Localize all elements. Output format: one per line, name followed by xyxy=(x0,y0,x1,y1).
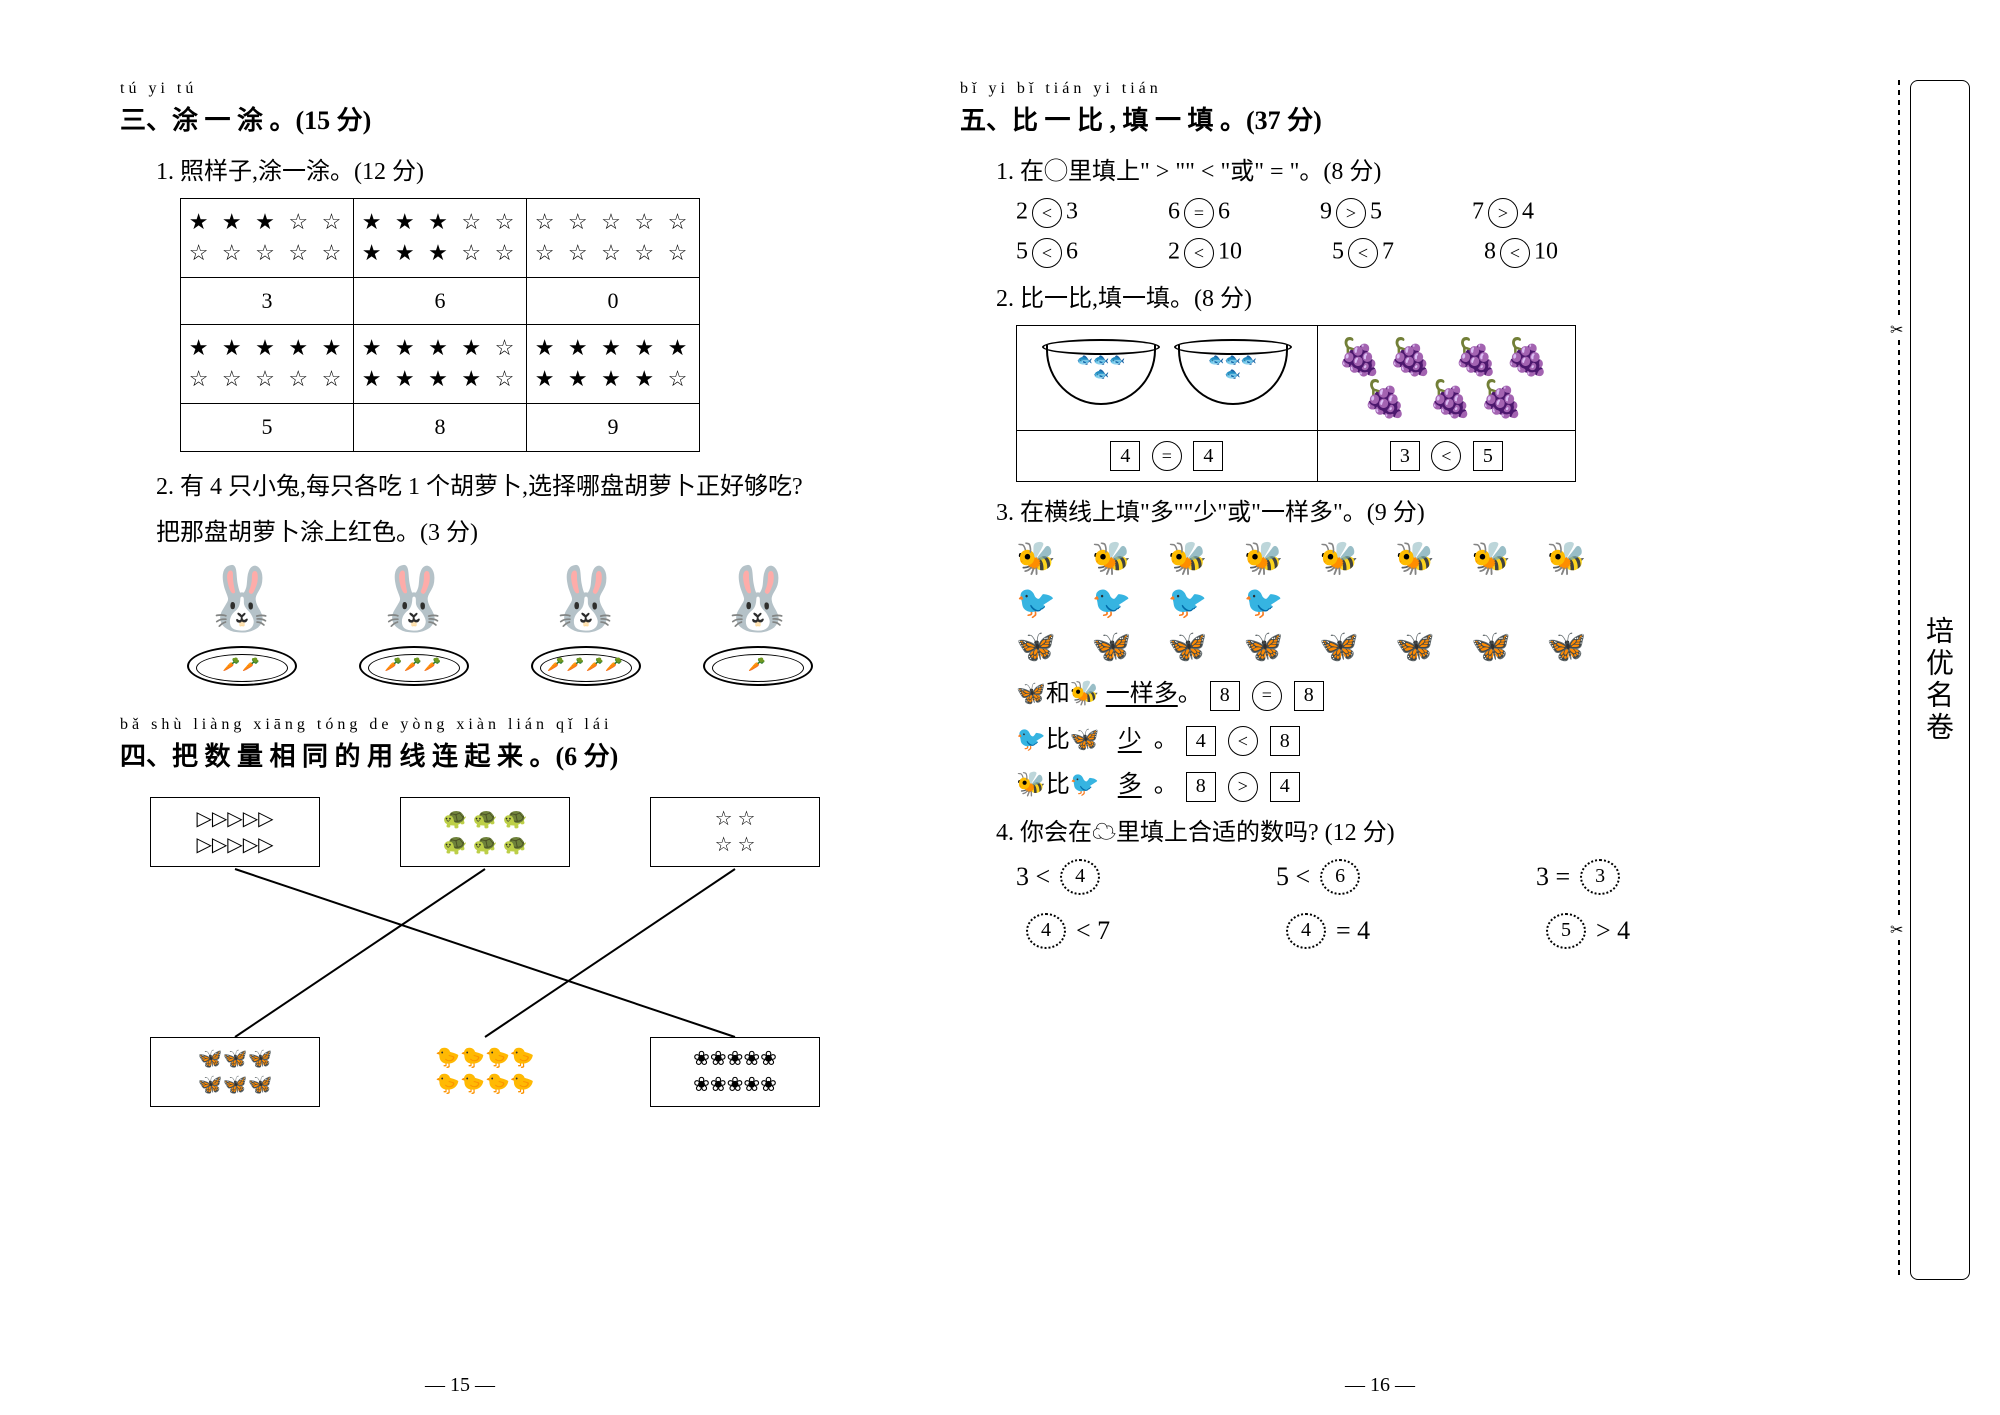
star-cell: ★ ★ ★ ☆ ☆★ ★ ★ ☆ ☆ xyxy=(354,199,527,278)
page-number: — 16 — xyxy=(1345,1374,1415,1397)
circle-answer: < xyxy=(1032,198,1062,228)
section3-title-text: 三、涂 一 涂 。(15 分) xyxy=(120,106,371,135)
q4-cell: 5 <6 xyxy=(1276,859,1476,895)
circle-answer: > xyxy=(1228,772,1258,802)
circle-answer: < xyxy=(1228,726,1258,756)
cloud-answer: 6 xyxy=(1320,859,1360,895)
birds-row: 🐦 🐦 🐦 🐦 xyxy=(1016,583,1780,621)
page-left: tú yi tú 三、涂 一 涂 。(15 分) 1. 照样子,涂一涂。(12 … xyxy=(0,0,920,1415)
q4-cell: 3 <4 xyxy=(1016,859,1216,895)
section5-pinyin: bǐ yi bǐ tián yi tián xyxy=(960,80,1780,98)
section5-title: bǐ yi bǐ tián yi tián 五、比 一 比 , 填 一 填 。(… xyxy=(960,80,1780,137)
plate-icon: 🥕🥕🥕 xyxy=(359,646,469,686)
q3-2-line1: 2. 有 4 只小兔,每只各吃 1 个胡萝卜,选择哪盘胡萝卜正好够吃? xyxy=(156,468,880,506)
circle-answer: < xyxy=(1184,238,1214,268)
cloud-answer: 4 xyxy=(1286,913,1326,949)
underline-answer: 多 xyxy=(1118,772,1142,798)
rabbit-icon: 🐰 xyxy=(547,563,624,636)
star-num: 9 xyxy=(527,403,700,451)
fishbowl-table: 🐟🐟🐟🐟 🐟🐟🐟🐟 🍇🍇 🍇🍇🍇 🍇🍇 4 = 4 3 < 5 xyxy=(1016,325,1576,482)
plate-icon: 🥕🥕 xyxy=(187,646,297,686)
cloud-answer: 4 xyxy=(1026,913,1066,949)
butterflies-row: 🦋 🦋 🦋 🦋 🦋 🦋 🦋 🦋 xyxy=(1016,627,1780,665)
q5-1-label: 1. 在◯里填上" > "" < "或" = "。(8 分) xyxy=(996,151,1780,186)
bees-row: 🐝 🐝 🐝 🐝 🐝 🐝 🐝 🐝 xyxy=(1016,539,1780,577)
match-area: ▷▷▷▷▷▷▷▷▷▷ 🐢 🐢 🐢🐢 🐢 🐢 ☆ ☆☆ ☆ 🦋🦋🦋🦋🦋🦋 🐤🐤🐤🐤… xyxy=(140,797,880,1137)
fill-line: 🦋和🐝 一样多。 8 = 8 xyxy=(1016,673,1780,711)
circle-answer: = xyxy=(1252,681,1282,711)
circle-answer: < xyxy=(1348,238,1378,268)
q4-cell: 4= 4 xyxy=(1276,913,1476,949)
plate-icon: 🥕 xyxy=(703,646,813,686)
circle-answer: > xyxy=(1488,198,1518,228)
circle-answer: < xyxy=(1500,238,1530,268)
star-cell: ★ ★ ★ ★ ★★ ★ ★ ★ ☆ xyxy=(527,325,700,404)
q4-grid: 3 <4 5 <6 3 =3 4< 7 4= 4 5> 4 xyxy=(1016,859,1780,949)
bowl-icon: 🐟🐟🐟🐟 xyxy=(1178,345,1288,405)
answer-cell: 3 < 5 xyxy=(1317,431,1575,482)
underline-answer: 一样多 xyxy=(1106,681,1178,707)
section4-title: bǎ shù liàng xiāng tóng de yòng xiàn liá… xyxy=(120,716,880,773)
q4-cell: 4< 7 xyxy=(1016,913,1216,949)
star-cell: ★ ★ ★ ★ ★☆ ☆ ☆ ☆ ☆ xyxy=(181,325,354,404)
section4-title-text: 四、把 数 量 相 同 的 用 线 连 起 来 。(6 分) xyxy=(120,742,618,771)
fruits-cell: 🍇🍇 🍇🍇🍇 🍇🍇 xyxy=(1317,326,1575,431)
rabbits-row: 🐰 🐰 🐰 🐰 xyxy=(156,563,844,636)
circle-answer: < xyxy=(1032,238,1062,268)
fill-line: 🐦比🦋 少 。 4 < 8 xyxy=(1016,719,1780,757)
circle-answer: = xyxy=(1184,198,1214,228)
star-cell: ★ ★ ★ ☆ ☆☆ ☆ ☆ ☆ ☆ xyxy=(181,199,354,278)
q5-2-label: 2. 比一比,填一填。(8 分) xyxy=(996,278,1780,313)
rabbit-icon: 🐰 xyxy=(375,563,452,636)
section5-title-text: 五、比 一 比 , 填 一 填 。(37 分) xyxy=(960,106,1322,135)
star-table: ★ ★ ★ ☆ ☆☆ ☆ ☆ ☆ ☆ ★ ★ ★ ☆ ☆★ ★ ★ ☆ ☆ ☆ … xyxy=(180,198,700,452)
star-cell: ★ ★ ★ ★ ☆★ ★ ★ ★ ☆ xyxy=(354,325,527,404)
side-tab-label: 培优名卷 xyxy=(1917,616,1957,744)
compare-row: 5<6 2<10 5<7 8<10 xyxy=(1016,238,1780,268)
q4-cell: 5> 4 xyxy=(1536,913,1736,949)
match-lines xyxy=(140,797,840,1117)
star-num: 0 xyxy=(527,277,700,325)
cloud-answer: 4 xyxy=(1060,859,1100,895)
q3-1-label: 1. 照样子,涂一涂。(12 分) xyxy=(156,151,880,186)
bowls-cell: 🐟🐟🐟🐟 🐟🐟🐟🐟 xyxy=(1017,326,1318,431)
fill-line: 🐝比🐦 多 。 8 > 4 xyxy=(1016,764,1780,802)
cut-line xyxy=(1898,80,1900,1280)
plate-icon: 🥕🥕🥕🥕 xyxy=(531,646,641,686)
fruits-icon: 🍇🍇 🍇🍇🍇 🍇🍇 xyxy=(1337,337,1555,419)
star-num: 3 xyxy=(181,277,354,325)
section3-pinyin: tú yi tú xyxy=(120,80,880,98)
underline-answer: 少 xyxy=(1118,727,1142,753)
page-number: — 15 — xyxy=(425,1374,495,1397)
rabbit-icon: 🐰 xyxy=(203,563,280,636)
bowl-icon: 🐟🐟🐟🐟 xyxy=(1046,345,1156,405)
star-num: 6 xyxy=(354,277,527,325)
star-num: 8 xyxy=(354,403,527,451)
plates-row: 🥕🥕 🥕🥕🥕 🥕🥕🥕🥕 🥕 xyxy=(156,646,844,686)
circle-answer: < xyxy=(1431,441,1461,471)
q4-cell: 3 =3 xyxy=(1536,859,1736,895)
answer-cell: 4 = 4 xyxy=(1017,431,1318,482)
section3-title: tú yi tú 三、涂 一 涂 。(15 分) xyxy=(120,80,880,137)
circle-answer: = xyxy=(1152,441,1182,471)
page-right: bǐ yi bǐ tián yi tián 五、比 一 比 , 填 一 填 。(… xyxy=(920,0,1840,1415)
circle-answer: > xyxy=(1336,198,1366,228)
star-num: 5 xyxy=(181,403,354,451)
section4-pinyin: bǎ shù liàng xiāng tóng de yòng xiàn liá… xyxy=(120,716,880,734)
q3-2-line2: 把那盘胡萝卜涂上红色。(3 分) xyxy=(156,514,880,552)
rabbit-icon: 🐰 xyxy=(719,563,796,636)
star-cell: ☆ ☆ ☆ ☆ ☆☆ ☆ ☆ ☆ ☆ xyxy=(527,199,700,278)
compare-row: 2<3 6=6 9>5 7>4 xyxy=(1016,198,1780,228)
cloud-answer: 3 xyxy=(1580,859,1620,895)
cloud-answer: 5 xyxy=(1546,913,1586,949)
side-tab: 培优名卷 xyxy=(1910,80,1970,1280)
q5-4-label: 4. 你会在☁里填上合适的数吗? (12 分) xyxy=(996,812,1780,847)
q5-3-label: 3. 在横线上填"多""少"或"一样多"。(9 分) xyxy=(996,492,1780,527)
